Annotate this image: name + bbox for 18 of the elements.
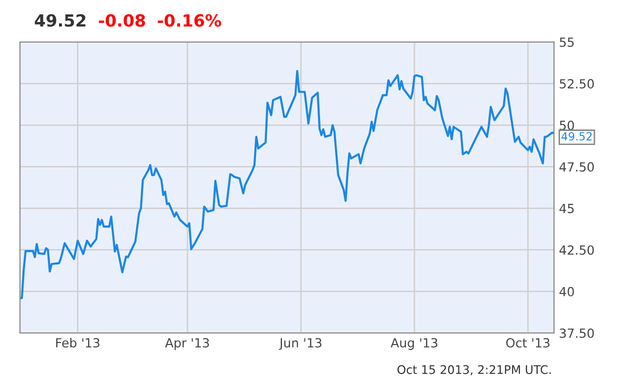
y-tick-label: 45 [559, 204, 574, 214]
annotation: 49.52 [561, 132, 592, 141]
text: -0.08 [98, 14, 146, 27]
y-tick-label: 42.50 [559, 245, 594, 255]
x-tick-label: Aug '13 [390, 338, 438, 350]
x-tick-label: Feb '13 [56, 338, 100, 348]
y-tick-label: 55 [560, 38, 574, 47]
chart-title: 49.52 [34, 14, 86, 27]
y-tick-label: 40 [559, 286, 574, 296]
line-series [20, 70, 554, 300]
x-tick-label: Apr '13 [165, 338, 209, 350]
text: -0.16% [158, 14, 222, 27]
y-tick-label: 52.50 [560, 79, 594, 88]
text: Oct 15 2013, 2:21PM UTC. [397, 365, 551, 376]
y-tick-label: 47.50 [559, 162, 594, 172]
x-tick-label: Jun '13 [278, 338, 322, 350]
x-tick-label: Oct '13 [506, 338, 550, 348]
y-tick-label: 37.50 [560, 328, 594, 338]
